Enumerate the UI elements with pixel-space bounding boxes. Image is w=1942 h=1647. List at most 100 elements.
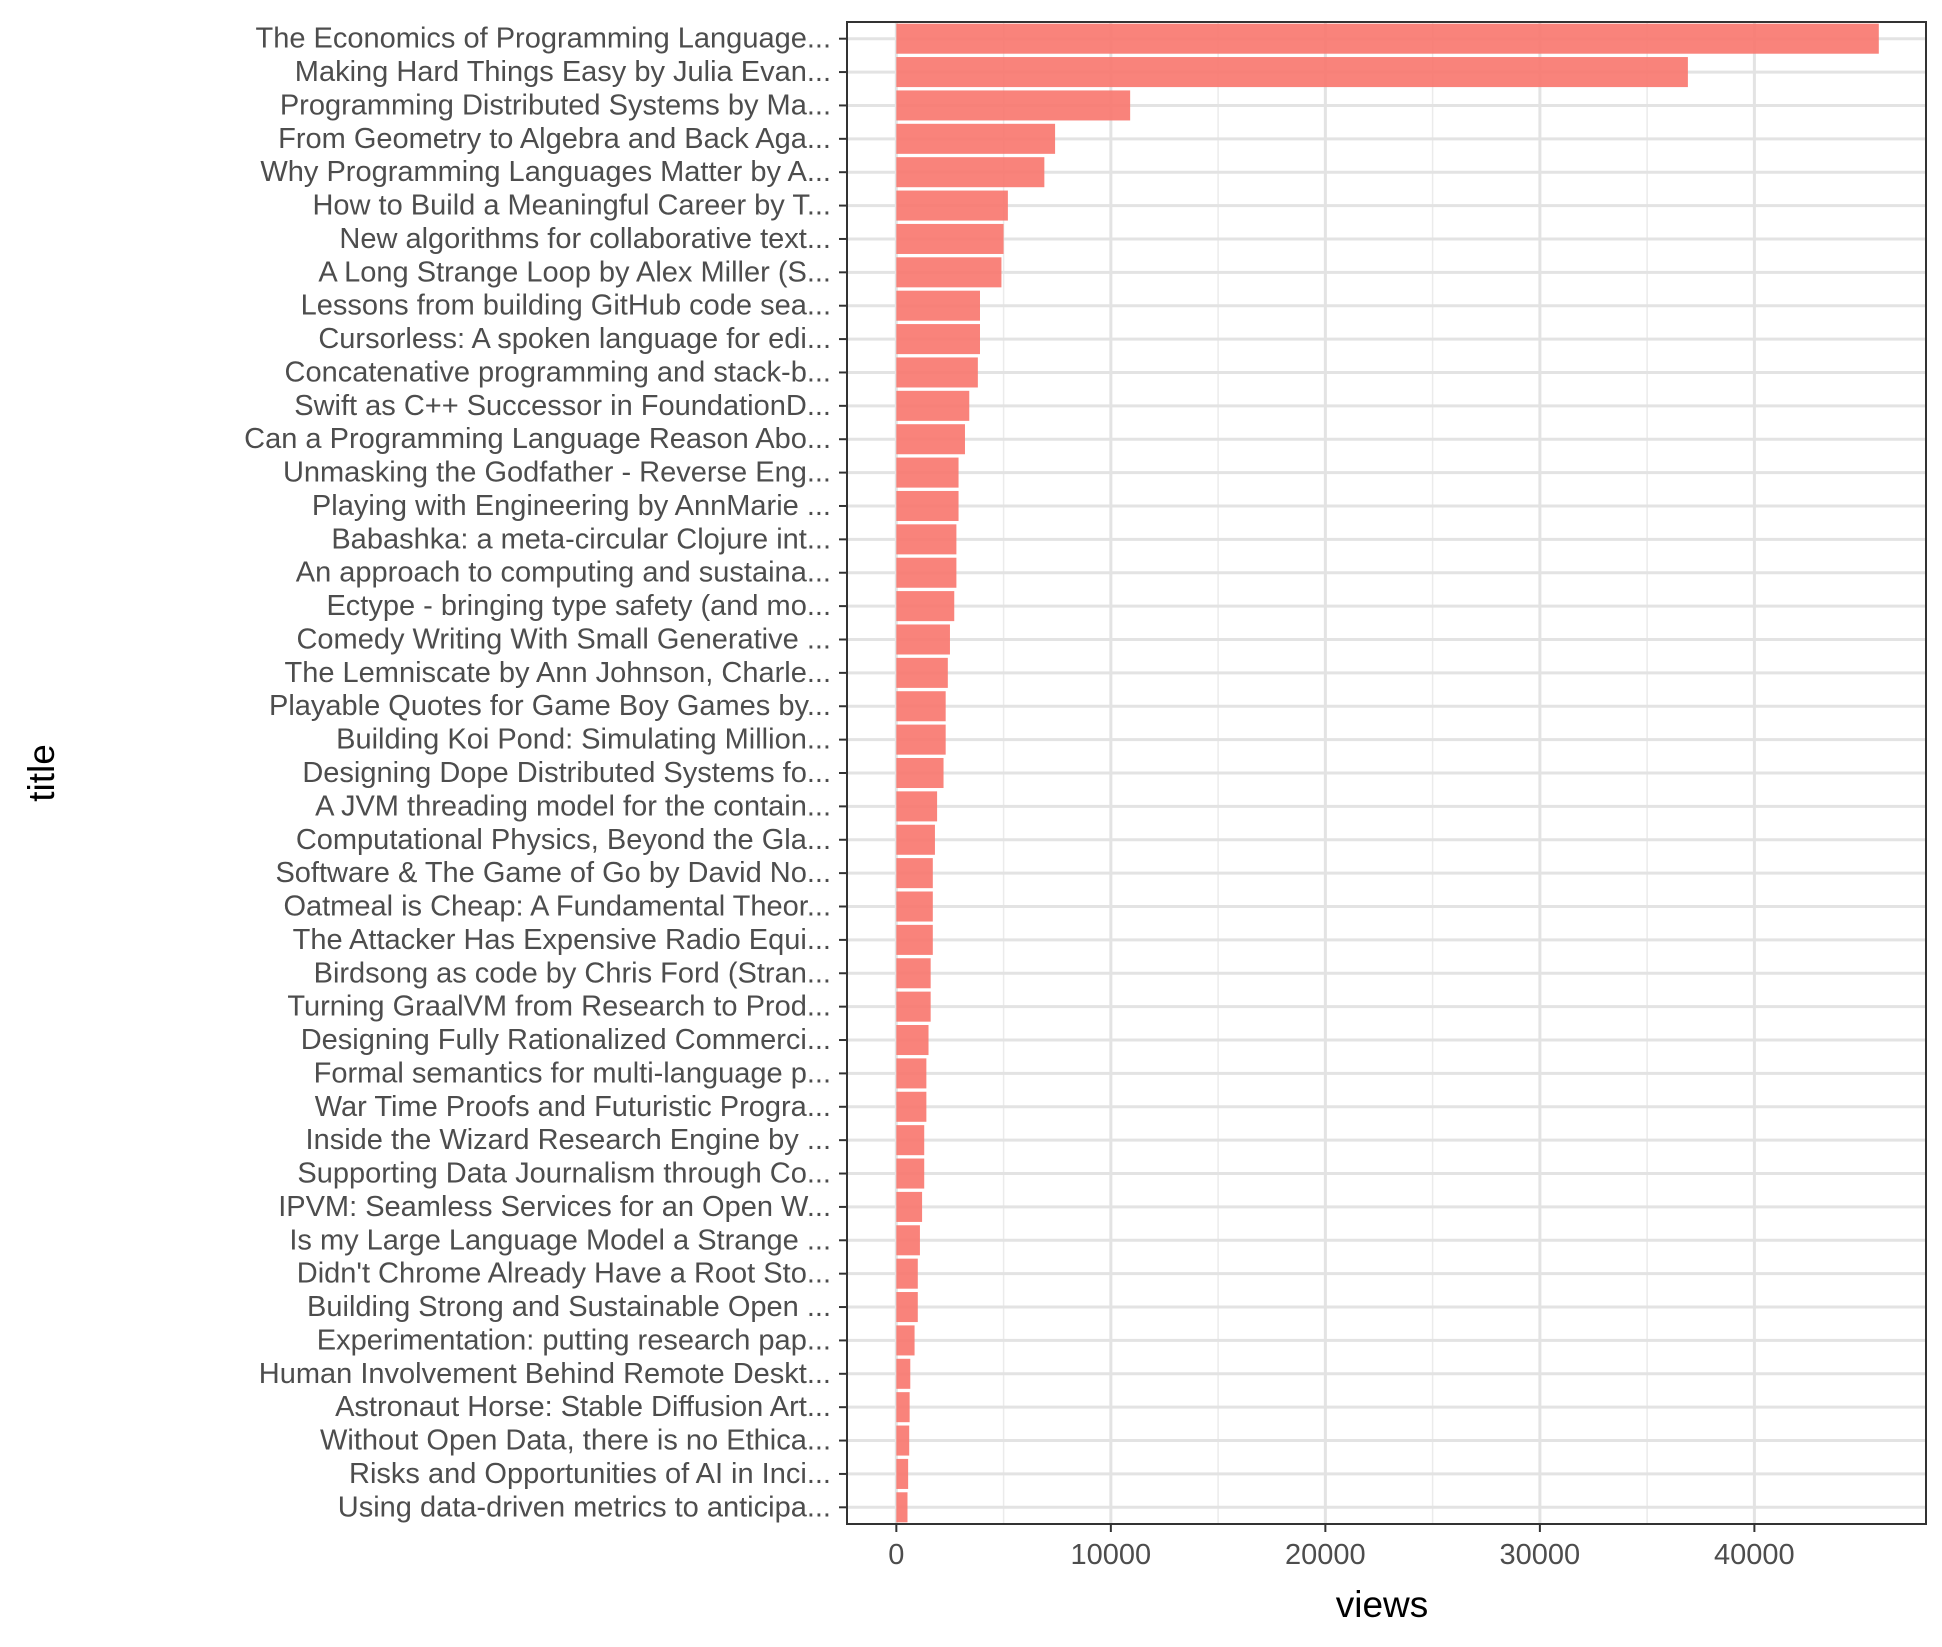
bar: [896, 390, 970, 421]
y-tick-label: Without Open Data, there is no Ethica...: [320, 1425, 831, 1457]
bar: [896, 223, 1004, 254]
bar: [896, 1425, 910, 1456]
bar: [896, 524, 957, 555]
bar: [896, 1158, 925, 1189]
bar: [896, 557, 957, 588]
y-tick-label: Swift as C++ Successor in FoundationD...: [294, 390, 831, 422]
bar: [896, 1325, 915, 1356]
y-tick-label: Experimentation: putting research pap...: [317, 1324, 831, 1356]
y-tick-label: The Economics of Programming Language...: [256, 23, 831, 55]
y-tick-label: An approach to computing and sustaina...: [296, 557, 831, 589]
bar: [896, 23, 1879, 54]
y-tick-label: Programming Distributed Systems by Ma...: [280, 89, 831, 121]
bar: [896, 924, 933, 955]
y-tick-label: How to Build a Meaningful Career by T...: [312, 190, 831, 222]
y-tick-label: Inside the Wizard Research Engine by ...: [306, 1124, 831, 1156]
bar: [896, 757, 944, 789]
bar: [896, 157, 1045, 188]
bar: [896, 257, 1002, 288]
x-axis-title: views: [1336, 1584, 1429, 1625]
y-tick-label: Oatmeal is Cheap: A Fundamental Theor...: [283, 891, 831, 923]
y-tick-label: Supporting Data Journalism through Co...: [297, 1158, 831, 1190]
bar: [896, 1392, 910, 1423]
y-tick-label: Ectype - bringing type safety (and mo...: [326, 590, 831, 622]
y-tick-label: Concatenative programming and stack-b...: [285, 356, 831, 388]
y-tick-label: Birdsong as code by Chris Ford (Stran...: [314, 957, 831, 989]
y-tick-label: The Attacker Has Expensive Radio Equi...: [293, 924, 831, 956]
y-tick-label: Playing with Engineering by AnnMarie ...: [312, 490, 831, 522]
bar: [896, 591, 955, 622]
y-tick-label: Designing Dope Distributed Systems fo...: [302, 757, 831, 789]
bar: [896, 691, 946, 722]
y-tick-label: From Geometry to Algebra and Back Aga...: [278, 123, 831, 155]
bar: [896, 1091, 927, 1122]
bar: [896, 90, 1131, 121]
y-tick-label: Why Programming Languages Matter by A...: [260, 156, 831, 188]
y-tick-label: Computational Physics, Beyond the Gla...: [296, 824, 831, 856]
x-tick-label: 0: [888, 1539, 904, 1571]
y-tick-label: Unmasking the Godfather - Reverse Eng...: [283, 457, 831, 489]
y-tick-label: Turning GraalVM from Research to Prod...: [287, 991, 831, 1023]
bar: [896, 424, 965, 455]
x-tick-label: 30000: [1500, 1539, 1581, 1571]
bar: [896, 1458, 909, 1489]
plot-area: [847, 22, 1926, 1524]
y-tick-label: A JVM threading model for the contain...: [315, 790, 831, 822]
y-tick-label: New algorithms for collaborative text...: [339, 223, 831, 255]
bar: [896, 1358, 911, 1389]
y-tick-label: Babashka: a meta-circular Clojure int...: [331, 523, 831, 555]
bar: [896, 724, 946, 755]
bar: [896, 290, 980, 321]
y-tick-label: Software & The Game of Go by David No...: [275, 857, 831, 889]
x-tick-label: 20000: [1285, 1539, 1366, 1571]
bar: [896, 824, 935, 855]
bar: [896, 457, 959, 488]
bar: [896, 1492, 908, 1523]
bar: [896, 624, 950, 655]
y-tick-label: Cursorless: A spoken language for edi...: [318, 323, 831, 355]
bar: [896, 1225, 920, 1256]
bar: [896, 657, 948, 688]
bar: [896, 324, 980, 355]
y-tick-label: A Long Strange Loop by Alex Miller (S...: [318, 256, 831, 288]
y-tick-label: Building Koi Pond: Simulating Million...: [336, 724, 831, 756]
y-tick-label: Designing Fully Rationalized Commerci...: [301, 1024, 831, 1056]
y-tick-label: Astronaut Horse: Stable Diffusion Art...: [335, 1391, 831, 1423]
y-tick-label: Formal semantics for multi-language p...: [314, 1057, 831, 1089]
bar: [896, 490, 959, 521]
bar: [896, 1058, 927, 1089]
bar: [896, 1191, 923, 1222]
x-tick-label: 40000: [1714, 1539, 1795, 1571]
bar: [896, 891, 933, 922]
bar: [896, 991, 931, 1022]
bar: [896, 958, 931, 989]
y-tick-label: Human Involvement Behind Remote Deskt...: [259, 1358, 831, 1390]
y-tick-label: Playable Quotes for Game Boy Games by...: [269, 690, 831, 722]
y-tick-label: War Time Proofs and Futuristic Progra...: [315, 1091, 831, 1123]
y-tick-label: Didn't Chrome Already Have a Root Sto...: [297, 1258, 831, 1290]
bar: [896, 123, 1056, 154]
bar: [896, 1258, 918, 1289]
y-tick-label: Can a Programming Language Reason Abo...: [244, 423, 831, 455]
y-tick-label: Making Hard Things Easy by Julia Evan...: [295, 56, 831, 88]
bar: [896, 57, 1688, 88]
bar: [896, 1125, 925, 1156]
y-tick-label: Using data-driven metrics to anticipa...: [338, 1491, 831, 1523]
axes: The Economics of Programming Language...…: [244, 21, 1927, 1571]
bar: [896, 357, 978, 388]
bar: [896, 858, 933, 889]
y-tick-label: Lessons from building GitHub code sea...: [301, 290, 831, 322]
bar: [896, 1292, 918, 1323]
y-tick-label: The Lemniscate by Ann Johnson, Charle...: [285, 657, 831, 689]
bar: [896, 190, 1008, 221]
y-tick-label: Is my Large Language Model a Strange ...: [289, 1224, 831, 1256]
y-axis-title: title: [21, 744, 62, 802]
bar: [896, 1025, 929, 1056]
y-tick-label: Comedy Writing With Small Generative ...: [296, 623, 831, 655]
bar: [896, 791, 938, 822]
y-tick-label: IPVM: Seamless Services for an Open W...: [278, 1191, 831, 1223]
y-tick-label: Risks and Opportunities of AI in Inci...: [349, 1458, 831, 1490]
x-tick-label: 10000: [1071, 1539, 1152, 1571]
y-tick-label: Building Strong and Sustainable Open ...: [307, 1291, 831, 1323]
